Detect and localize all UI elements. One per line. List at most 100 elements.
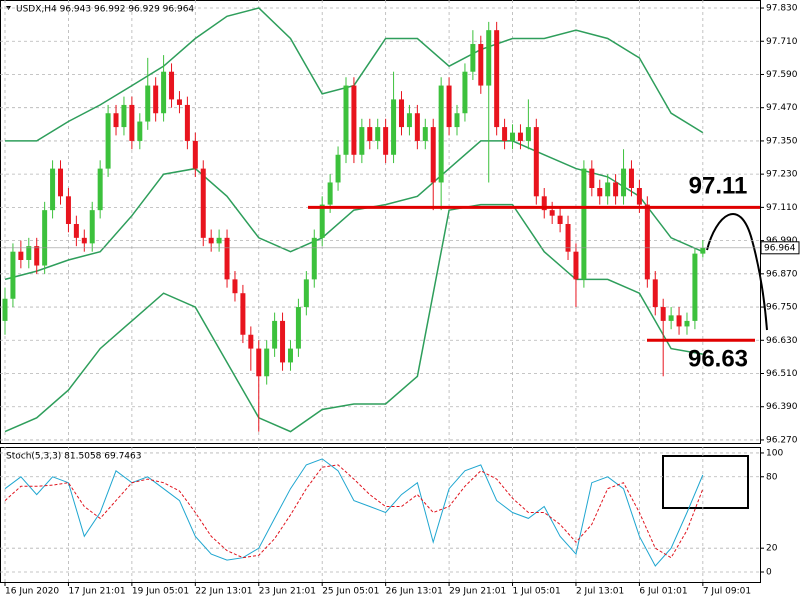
- candle-body: [311, 237, 317, 280]
- candle-body: [208, 237, 214, 244]
- candle-body: [280, 320, 286, 363]
- y-tick-label: 96.390: [766, 402, 798, 412]
- candle-body: [605, 182, 611, 197]
- candle-body: [303, 279, 309, 308]
- y-tick-label: 20: [766, 544, 778, 554]
- x-tick-label: 6 Jul 01:01: [639, 587, 687, 597]
- candle-body: [153, 85, 159, 114]
- candle-body: [319, 204, 325, 238]
- candle-body: [414, 113, 420, 141]
- y-tick-label: 80: [766, 472, 778, 482]
- candle-body: [240, 293, 246, 335]
- y-tick-label: 96.270: [766, 435, 798, 445]
- candle-body: [192, 140, 198, 169]
- candle-body: [517, 132, 523, 141]
- candle-body: [264, 348, 270, 377]
- candle-body: [327, 182, 333, 205]
- candle-body: [589, 168, 595, 188]
- candle-body: [430, 127, 436, 183]
- candle-body: [549, 210, 555, 216]
- candle-body: [184, 104, 190, 141]
- panel-title: Stoch(5,3,3) 81.5058 69.7463: [6, 452, 141, 462]
- candle-body: [557, 215, 563, 224]
- candle-body: [470, 44, 476, 72]
- bollinger-band: [4, 203, 703, 433]
- y-tick-label: 97.230: [766, 170, 798, 180]
- candle-body: [81, 237, 87, 244]
- x-tick-label: 7 Jul 09:01: [703, 587, 751, 597]
- candle-body: [668, 315, 674, 321]
- candle-body: [65, 196, 71, 224]
- candle-body: [676, 315, 682, 327]
- y-tick-label: 100: [766, 448, 783, 458]
- candle-body: [597, 187, 603, 197]
- candle-body: [89, 210, 95, 244]
- candle-body: [2, 298, 8, 321]
- candle-body: [692, 253, 698, 321]
- candle-body: [628, 168, 634, 188]
- last-price-box: [760, 241, 800, 255]
- candle-body: [446, 85, 452, 128]
- candle-body: [232, 279, 238, 294]
- candle-body: [478, 44, 484, 86]
- candle-body: [462, 71, 468, 114]
- candle-body: [502, 127, 508, 141]
- candle-body: [406, 113, 412, 128]
- stoch-line: [4, 464, 704, 559]
- candle-body: [621, 168, 627, 197]
- highlight-box: [662, 455, 749, 509]
- y-tick-label: 0: [766, 568, 772, 578]
- candle-body: [438, 85, 444, 183]
- candle-body: [73, 223, 79, 238]
- candle-body: [700, 247, 706, 254]
- candle-body: [26, 246, 32, 260]
- candle-body: [541, 196, 547, 211]
- y-tick-label: 96.630: [766, 336, 798, 346]
- y-tick-label: 97.110: [766, 203, 798, 213]
- candle-body: [399, 99, 404, 128]
- candle-body: [573, 251, 579, 280]
- candle-body: [129, 104, 135, 141]
- candle-body: [145, 85, 151, 122]
- candle-body: [359, 127, 365, 155]
- candle-body: [10, 251, 16, 299]
- candle-body: [200, 168, 206, 238]
- x-tick-label: 2 Jul 13:01: [576, 587, 624, 597]
- candle-body: [486, 30, 492, 86]
- candle-body: [525, 127, 531, 141]
- panel-title: USDX,H4 96.943 96.992 96.929 96.964: [16, 5, 194, 15]
- x-tick-label: 22 Jun 13:01: [195, 587, 252, 597]
- y-tick-label: 97.710: [766, 37, 798, 47]
- candle-body: [367, 127, 373, 141]
- candle-body: [295, 307, 301, 349]
- candle-body: [18, 251, 24, 260]
- y-tick-label: 96.750: [766, 303, 798, 313]
- candle-body: [216, 237, 222, 244]
- candle-body: [58, 168, 64, 197]
- x-tick-label: 19 Jun 05:01: [132, 587, 189, 597]
- y-tick-label: 96.870: [766, 269, 798, 279]
- level-label: 96.63: [688, 346, 748, 373]
- candle-body: [454, 113, 460, 128]
- candle-body: [224, 237, 230, 280]
- candle-body: [137, 121, 143, 141]
- candle-body: [684, 320, 690, 327]
- bollinger-band: [4, 140, 704, 281]
- x-tick-label: 1 Jul 05:01: [513, 587, 561, 597]
- candle-body: [287, 348, 293, 363]
- candle-body: [351, 85, 357, 155]
- main-panel-frame: [0, 0, 761, 444]
- candle-body: [660, 307, 666, 321]
- x-tick-label: 26 Jun 13:01: [386, 587, 443, 597]
- candle-body: [533, 127, 539, 197]
- x-tick-label: 16 Jun 2020: [5, 587, 59, 597]
- y-tick-label: 97.590: [766, 70, 798, 80]
- candle-body: [50, 168, 56, 211]
- candle-body: [113, 113, 119, 128]
- y-tick-label: 97.470: [766, 103, 798, 113]
- candle-body: [636, 187, 642, 205]
- candle-body: [256, 348, 262, 377]
